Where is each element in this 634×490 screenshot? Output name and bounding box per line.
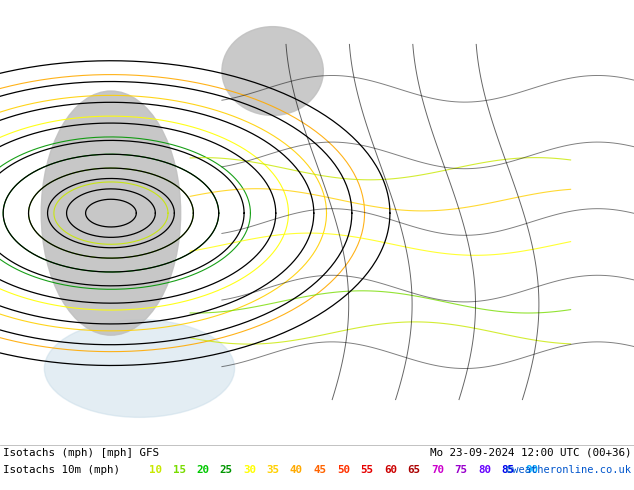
Text: 20: 20 [196, 465, 209, 475]
Text: ©weatheronline.co.uk: ©weatheronline.co.uk [506, 465, 631, 475]
Text: 70: 70 [431, 465, 444, 475]
Text: 25: 25 [219, 465, 233, 475]
Text: Mo 23-09-2024 12:00 UTC (00+36): Mo 23-09-2024 12:00 UTC (00+36) [429, 448, 631, 458]
Text: 75: 75 [455, 465, 467, 475]
Text: 80: 80 [478, 465, 491, 475]
Text: 30: 30 [243, 465, 256, 475]
Text: 15: 15 [172, 465, 186, 475]
Ellipse shape [41, 91, 181, 335]
Text: 50: 50 [337, 465, 350, 475]
Text: 85: 85 [501, 465, 515, 475]
Text: 35: 35 [266, 465, 280, 475]
Text: 90: 90 [525, 465, 538, 475]
Text: Isotachs 10m (mph): Isotachs 10m (mph) [3, 465, 120, 475]
Text: 55: 55 [361, 465, 373, 475]
Text: 40: 40 [290, 465, 303, 475]
Text: 65: 65 [408, 465, 420, 475]
Text: 10: 10 [149, 465, 162, 475]
Ellipse shape [222, 26, 323, 116]
Ellipse shape [44, 319, 235, 417]
Text: Isotachs (mph) [mph] GFS: Isotachs (mph) [mph] GFS [3, 448, 159, 458]
Text: 45: 45 [313, 465, 327, 475]
Text: 60: 60 [384, 465, 397, 475]
